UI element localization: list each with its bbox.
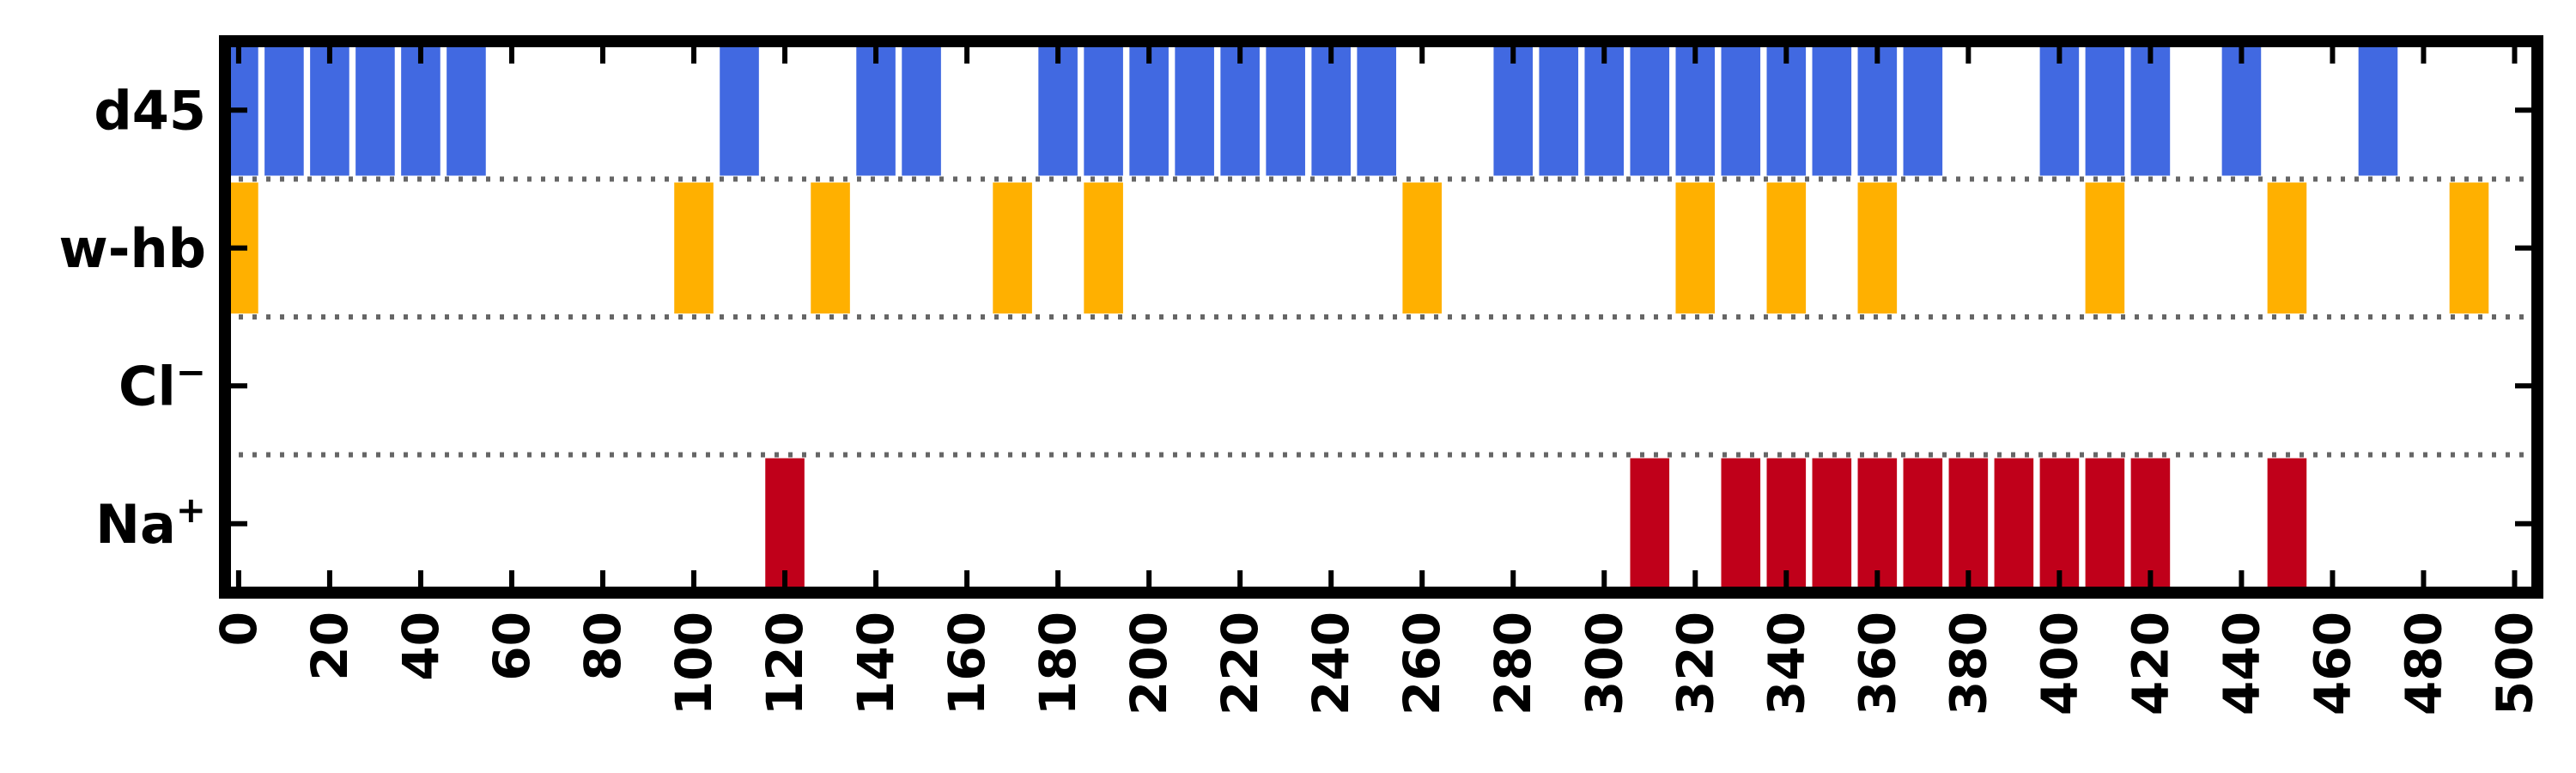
event-bar-w-hb-340: [1766, 182, 1807, 313]
event-bar-w-hb-260: [1402, 182, 1443, 313]
event-bar-w-hb-320: [1675, 182, 1716, 313]
x-tick-label-100: 100: [665, 612, 723, 715]
event-bar-d45-440: [2221, 45, 2262, 176]
y-label-text: w-hb: [58, 217, 206, 280]
event-bar-d45-370: [1903, 45, 1943, 176]
x-tick-label-500: 500: [2485, 612, 2543, 715]
event-bar-na-340: [1766, 458, 1807, 589]
x-tick-label-240: 240: [1302, 612, 1360, 715]
x-tick-label-160: 160: [938, 612, 996, 715]
event-bar-na-350: [1812, 458, 1852, 589]
x-tick-label-140: 140: [847, 612, 905, 715]
x-tick-label-420: 420: [2121, 612, 2179, 715]
y-label-row-3: Na+: [95, 489, 206, 556]
event-bar-d45-230: [1266, 45, 1305, 176]
x-tick-label-380: 380: [1939, 612, 1997, 715]
event-bar-na-370: [1903, 458, 1943, 589]
event-bar-d45-350: [1812, 45, 1852, 176]
event-bar-d45-330: [1721, 45, 1761, 176]
event-bar-d45-470: [2358, 45, 2398, 176]
event-bar-na-310: [1630, 458, 1670, 589]
event-bar-na-420: [2130, 458, 2171, 589]
event-bar-d45-20: [310, 45, 349, 176]
y-label-row-1: w-hb: [58, 217, 206, 280]
event-bar-w-hb-170: [993, 182, 1032, 313]
event-bar-na-400: [2039, 458, 2080, 589]
y-label-text: d45: [94, 79, 206, 142]
event-bar-d45-410: [2085, 45, 2125, 176]
event-bar-d45-40: [401, 45, 440, 176]
x-tick-label-0: 0: [210, 612, 268, 646]
event-bar-d45-290: [1539, 45, 1579, 176]
x-tick-label-120: 120: [756, 612, 814, 715]
event-bar-d45-360: [1857, 45, 1898, 176]
y-label-superscript: −: [176, 350, 206, 393]
x-tick-label-80: 80: [574, 612, 632, 681]
event-bar-w-hb-100: [674, 182, 714, 313]
x-tick-label-220: 220: [1211, 612, 1269, 715]
x-tick-label-200: 200: [1120, 612, 1178, 715]
event-bar-na-390: [1994, 458, 2034, 589]
event-bar-w-hb-410: [2085, 182, 2125, 313]
event-bar-d45-400: [2039, 45, 2080, 176]
event-bar-d45-50: [447, 45, 486, 176]
event-bars: [219, 45, 2489, 589]
event-bar-na-410: [2085, 458, 2125, 589]
event-bar-d45-320: [1675, 45, 1716, 176]
event-bar-d45-140: [856, 45, 896, 176]
x-tick-label-260: 260: [1393, 612, 1451, 715]
x-tick-label-360: 360: [1848, 612, 1906, 715]
event-bar-na-120: [765, 458, 805, 589]
event-bar-w-hb-130: [811, 182, 850, 313]
event-bar-d45-190: [1084, 45, 1123, 176]
event-bar-d45-180: [1038, 45, 1078, 176]
x-tick-label-20: 20: [301, 612, 359, 681]
event-bar-d45-280: [1493, 45, 1534, 176]
event-bar-w-hb-360: [1857, 182, 1898, 313]
x-tick-label-400: 400: [2030, 612, 2088, 715]
x-tick-label-180: 180: [1029, 612, 1087, 715]
x-tick-label-480: 480: [2394, 612, 2452, 715]
event-bar-na-380: [1948, 458, 1989, 589]
event-bar-d45-300: [1584, 45, 1625, 176]
x-axis-labels: 0 20 40 60 80 100 120 140 160 180 200 220 240 260 280 3…: [210, 612, 2544, 715]
event-bar-d45-220: [1220, 45, 1260, 176]
event-bar-d45-240: [1311, 45, 1351, 176]
event-bar-d45-340: [1766, 45, 1807, 176]
x-tick-label-460: 460: [2303, 612, 2361, 715]
row-separators: [225, 176, 2537, 458]
y-label-row-2: Cl−: [118, 350, 206, 417]
plot-frame: [219, 35, 2543, 599]
x-tick-label-300: 300: [1575, 612, 1633, 715]
x-tick-label-440: 440: [2212, 612, 2270, 715]
event-bar-d45-10: [264, 45, 304, 176]
event-bar-d45-30: [355, 45, 395, 176]
event-bar-na-450: [2267, 458, 2307, 589]
event-bar-w-hb-490: [2449, 182, 2489, 313]
y-axis-labels: d45 w-hb Cl− Na+: [58, 79, 206, 556]
event-bar-d45-110: [720, 45, 759, 176]
x-tick-label-40: 40: [392, 612, 450, 681]
event-bar-w-hb-190: [1084, 182, 1123, 313]
event-bar-na-360: [1857, 458, 1898, 589]
event-bar-d45-310: [1630, 45, 1670, 176]
event-bar-d45-210: [1175, 45, 1214, 176]
x-tick-label-340: 340: [1757, 612, 1815, 715]
y-label-superscript: +: [176, 489, 206, 531]
event-bar-na-330: [1721, 458, 1761, 589]
y-label-row-0: d45: [94, 79, 206, 142]
event-bar-d45-420: [2130, 45, 2171, 176]
y-label-text: Cl: [118, 355, 176, 417]
event-bar-w-hb-450: [2267, 182, 2307, 313]
event-bar-d45-250: [1357, 45, 1396, 176]
event-bar-d45-200: [1129, 45, 1169, 176]
x-tick-label-280: 280: [1484, 612, 1542, 715]
x-tick-label-60: 60: [483, 612, 541, 681]
x-tick-label-320: 320: [1666, 612, 1724, 715]
y-label-text: Na: [95, 493, 176, 556]
event-bar-d45-150: [902, 45, 941, 176]
